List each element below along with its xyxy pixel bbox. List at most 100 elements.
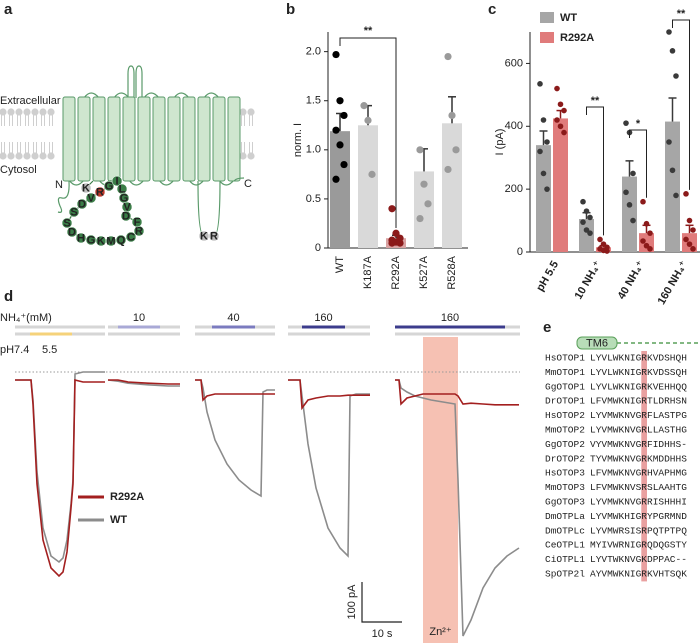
data-point <box>673 73 679 79</box>
x-tick-label: 160 NH₄⁺ <box>656 259 691 307</box>
residue-label: I <box>115 175 118 187</box>
x-tick-label: 10 NH₄⁺ <box>573 259 605 302</box>
data-point <box>597 236 603 243</box>
significance-label: ** <box>677 8 686 20</box>
significance-label: * <box>636 118 641 130</box>
data-point <box>340 160 348 169</box>
data-point <box>540 170 547 177</box>
panel-label: a <box>4 1 13 18</box>
residue-label: M <box>106 235 115 247</box>
data-point <box>647 246 653 252</box>
data-point <box>647 230 653 236</box>
data-point <box>360 102 368 110</box>
sequence: LFVMWKNVGRHVAPHMG <box>590 468 687 479</box>
sequence: LYVMWRSISRPQTPTPQ <box>590 525 687 536</box>
lipid-head <box>7 152 15 160</box>
sequence-name: GgOTOP1 <box>545 381 585 392</box>
sequence: LYVLWKNIGRKVEHHQQ <box>590 381 687 392</box>
y-tick-label: 1.5 <box>306 95 321 107</box>
current-trace <box>195 379 275 498</box>
y-tick-label: 400 <box>505 120 523 132</box>
helix <box>152 96 166 182</box>
data-point <box>452 146 460 154</box>
sequence: TYVMWKNVGRKMDDHHS <box>590 453 687 464</box>
data-point <box>623 120 629 126</box>
n-terminus-line <box>57 180 70 213</box>
sequence: LFVMWKNVSRSLAAHTG <box>590 482 687 493</box>
data-point <box>669 167 676 174</box>
concentration-label: 160 <box>441 312 459 324</box>
residue-bead <box>115 234 127 246</box>
residue-label: D <box>78 198 86 210</box>
data-point <box>673 192 679 199</box>
n-terminus-label: N <box>55 179 63 191</box>
panel-label: e <box>543 319 551 336</box>
cytosol-label: Cytosol <box>0 164 37 176</box>
helix <box>167 96 181 182</box>
residue-label: H <box>77 232 85 244</box>
residue-bead <box>68 206 80 218</box>
sequence: LYVTWKNVGKDPPAC-- <box>590 554 687 565</box>
data-point <box>690 246 696 252</box>
data-point <box>392 229 400 237</box>
legend-label: WT <box>560 12 577 24</box>
panel-label: d <box>4 288 13 305</box>
data-point <box>332 126 340 134</box>
data-point <box>669 48 676 54</box>
lipid-head <box>15 108 23 116</box>
current-trace <box>288 379 370 411</box>
residue-label: D <box>122 210 130 222</box>
x-tick-label: pH 5.5 <box>534 259 561 294</box>
sequence-name: CiOTPL1 <box>545 554 585 565</box>
lipid-head <box>47 152 55 160</box>
lipid-head <box>39 152 47 160</box>
bar <box>536 145 551 252</box>
data-point <box>340 111 348 120</box>
y-tick-label: 1.0 <box>306 144 321 156</box>
sequence-name: HsOTOP3 <box>545 468 585 479</box>
residue-label: K <box>200 230 208 242</box>
significance-bracket <box>672 19 690 190</box>
residue-label: V <box>87 192 95 204</box>
data-point <box>690 227 696 233</box>
sequence: VYVMWKNVGRFIDHHS- <box>590 439 687 450</box>
panel-label: c <box>488 1 496 18</box>
data-point <box>416 214 424 223</box>
residue-label: K <box>82 182 90 194</box>
data-point <box>364 116 372 124</box>
x-tick-label: K187A <box>362 255 374 289</box>
residue-label: L <box>119 183 126 195</box>
lipid-head <box>7 108 15 116</box>
residue-bead <box>103 180 115 192</box>
lipid-head <box>47 108 55 116</box>
c-terminus-line <box>233 177 245 182</box>
lipid-head <box>15 152 23 160</box>
current-trace <box>195 379 275 402</box>
data-point <box>580 219 586 225</box>
data-point <box>683 236 689 243</box>
bar <box>330 131 350 248</box>
loop-kr <box>197 180 221 237</box>
sequence: MYIVWRNIGRQDQGSTY <box>590 540 687 551</box>
current-trace <box>15 371 105 564</box>
bar <box>579 219 594 252</box>
x-tick-label: R528A <box>446 255 458 289</box>
y-tick-label: 0 <box>315 242 321 254</box>
data-point <box>424 200 432 208</box>
significance-bracket <box>629 129 647 198</box>
current-trace <box>395 379 519 406</box>
protocol-bar <box>30 332 72 336</box>
data-point <box>537 148 543 155</box>
data-point <box>554 117 560 123</box>
helix <box>92 96 106 182</box>
residue-label: G <box>87 234 96 246</box>
ph-step-label: 5.5 <box>42 344 57 356</box>
sequence: AYVMWKNIGRKVHTSQK <box>590 569 687 580</box>
residue-bead <box>131 216 143 228</box>
c-terminus-label: C <box>244 178 252 190</box>
data-point <box>420 180 428 188</box>
protocol-track <box>395 332 520 336</box>
residue-label: R <box>210 230 218 242</box>
bar <box>665 121 680 252</box>
bar <box>358 125 378 248</box>
